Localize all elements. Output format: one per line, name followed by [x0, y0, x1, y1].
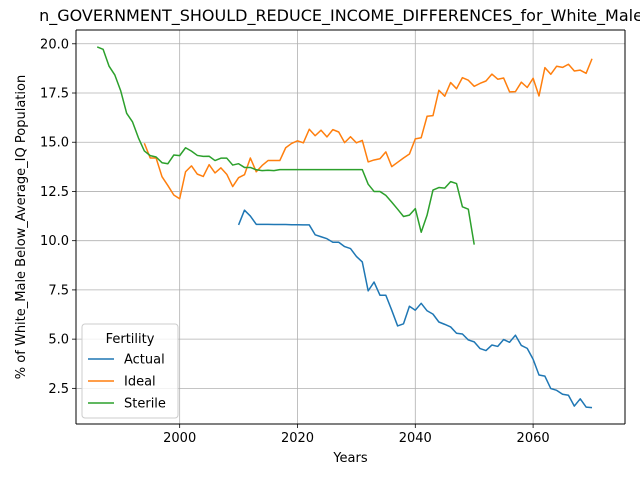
x-axis-ticks: 2000 2020 2040 2060	[163, 424, 550, 446]
legend: Fertility Actual Ideal Sterile	[81, 323, 179, 419]
y-tick-label: 7.5	[48, 283, 69, 298]
y-tick-label: 20.0	[40, 37, 69, 52]
y-tick-label: 5.0	[48, 333, 69, 348]
y-axis-label: % of White_Male Below_Average_IQ Populat…	[14, 75, 29, 379]
legend-label-ideal: Ideal	[124, 375, 156, 390]
x-axis-label: Years	[332, 451, 368, 466]
x-tick-label: 2060	[517, 431, 550, 446]
series-line-sterile	[96, 46, 475, 245]
x-tick-label: 2020	[281, 431, 314, 446]
legend-items: Actual Ideal Sterile	[88, 353, 166, 412]
y-tick-label: 12.5	[40, 185, 69, 200]
y-tick-label: 2.5	[48, 382, 69, 397]
series-line-ideal	[143, 58, 593, 200]
legend-title: Fertility	[106, 332, 155, 347]
y-axis-ticks: 2.5 5.0 7.5 10.0 12.5 15.0 17.5 20.0	[40, 37, 76, 397]
x-tick-label: 2040	[399, 431, 432, 446]
x-tick-label: 2000	[163, 431, 196, 446]
legend-label-actual: Actual	[124, 353, 165, 368]
legend-label-sterile: Sterile	[124, 397, 166, 412]
chart-title: n_GOVERNMENT_SHOULD_REDUCE_INCOME_DIFFER…	[39, 6, 640, 26]
series-line-actual	[237, 209, 593, 409]
y-tick-label: 10.0	[40, 234, 69, 249]
legend-frame	[81, 323, 179, 419]
y-tick-label: 17.5	[40, 87, 69, 102]
series-lines	[96, 46, 593, 409]
y-tick-label: 15.0	[40, 136, 69, 151]
